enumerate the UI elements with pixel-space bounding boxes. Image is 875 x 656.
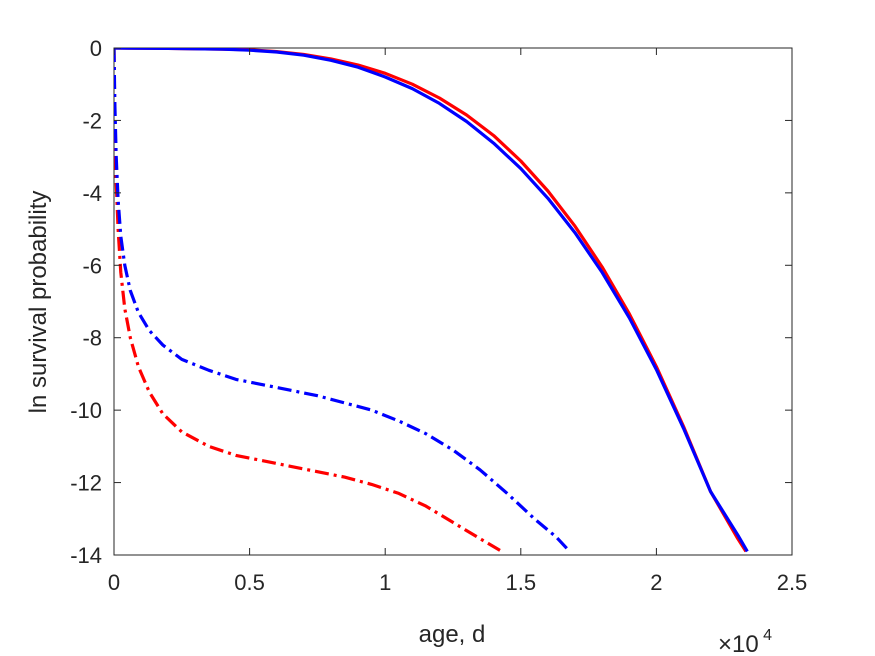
- x-tick-label: 0.5: [234, 570, 265, 595]
- y-tick-label: -2: [82, 108, 102, 133]
- y-tick-label: -14: [70, 543, 102, 568]
- x-tick-label: 0: [108, 570, 120, 595]
- ticks-layer: 0 0.5 1 1.5 2 2.5 0 -2 -4 -6 -8 -10 -12 -14: [70, 36, 807, 595]
- series-line-2: [114, 48, 749, 553]
- plot-frame: [113, 47, 793, 556]
- series-line-4: [114, 48, 571, 553]
- x-axis-title: age, d: [419, 621, 486, 648]
- x-tick-label: 2: [650, 570, 662, 595]
- x-axis-multiplier-base: ×10: [718, 631, 759, 656]
- series-line-3: [114, 48, 503, 553]
- y-tick-label: -8: [82, 326, 102, 351]
- x-axis-multiplier-exponent: 4: [763, 627, 772, 644]
- x-tick-label: 1.5: [506, 570, 537, 595]
- x-tick-label: 2.5: [777, 570, 808, 595]
- y-tick-label: 0: [90, 36, 102, 61]
- y-tick-label: -12: [70, 471, 102, 496]
- y-tick-label: -6: [82, 253, 102, 278]
- x-axis-multiplier: ×10 4: [718, 627, 772, 656]
- series-layer: [114, 48, 749, 553]
- y-tick-label: -10: [70, 398, 102, 423]
- plot-area: [113, 47, 793, 556]
- y-tick-label: -4: [82, 181, 102, 206]
- y-axis-title: ln survival probability: [25, 191, 52, 414]
- x-tick-label: 1: [379, 570, 391, 595]
